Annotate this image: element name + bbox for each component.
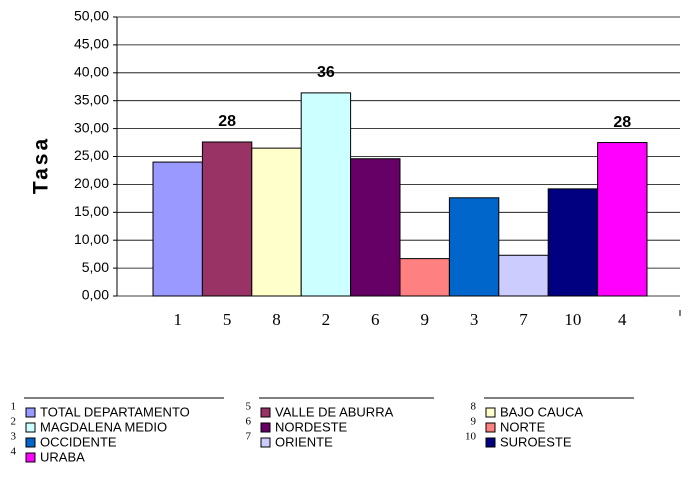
legend-number: 4 — [11, 446, 17, 458]
y-tick-label: 40,00 — [74, 64, 109, 80]
legend-label: ORIENTE — [275, 434, 333, 449]
x-tick-label: 10 — [564, 310, 581, 329]
bar — [399, 258, 450, 297]
bar — [350, 158, 401, 297]
x-tick-label: 8 — [272, 310, 281, 329]
x-tick-label: 7 — [519, 310, 528, 329]
x-tick-label: 5 — [223, 310, 232, 329]
legend-label: MAGDALENA MEDIO — [40, 419, 167, 434]
legend-label: VALLE DE ABURRA — [275, 404, 394, 419]
y-tick-label: 20,00 — [74, 175, 109, 191]
legend-label: URABA — [40, 449, 85, 464]
legend-swatch — [25, 452, 36, 463]
value-label: 28 — [218, 113, 236, 130]
legend-label: SUROESTE — [500, 434, 572, 449]
legend-number: 6 — [246, 416, 252, 428]
bar — [547, 188, 599, 297]
legend-label: NORTE — [500, 419, 546, 434]
legend-swatch — [260, 422, 271, 433]
y-tick-label: 10,00 — [74, 231, 109, 247]
y-tick-label: 50,00 — [74, 8, 109, 24]
legend-swatch — [485, 437, 496, 448]
x-tick-label: 1 — [173, 310, 182, 329]
legend-swatch — [260, 437, 271, 448]
legend-swatch — [260, 407, 271, 418]
y-tick-label: 25,00 — [74, 147, 109, 163]
legend-number: 10 — [465, 431, 477, 443]
bar — [498, 254, 549, 297]
bar — [448, 197, 500, 297]
y-tick-label: 30,00 — [74, 119, 109, 135]
value-label: 36 — [317, 64, 335, 81]
x-tick-label: 9 — [420, 310, 429, 329]
legend-swatch — [25, 422, 36, 433]
legend-label: TOTAL DEPARTAMENTO — [40, 404, 190, 419]
legend-swatch — [25, 407, 36, 418]
legend-swatch — [485, 422, 496, 433]
legend-number: 9 — [471, 416, 477, 428]
legend-number: 7 — [246, 431, 252, 443]
y-axis-title: Tasa — [30, 136, 53, 194]
bar — [251, 147, 302, 297]
y-tick-label: 15,00 — [74, 203, 109, 219]
x-tick-label: 3 — [470, 310, 479, 329]
legend-swatch — [25, 437, 36, 448]
y-tick-label: 45,00 — [74, 36, 109, 52]
bar — [597, 142, 648, 297]
legend-number: 8 — [471, 401, 477, 413]
bar — [152, 161, 203, 297]
legend-swatch — [485, 407, 496, 418]
bar — [300, 92, 352, 297]
legend-label: NORDESTE — [275, 419, 348, 434]
legend-label: OCCIDENTE — [40, 434, 117, 449]
x-tick-label: 4 — [618, 310, 627, 329]
bar — [201, 141, 253, 297]
x-tick-label: 6 — [371, 310, 380, 329]
legend-label: BAJO CAUCA — [500, 404, 583, 419]
legend-number: 1 — [11, 401, 17, 413]
y-tick-label: 5,00 — [82, 259, 109, 275]
y-tick-label: 0,00 — [82, 287, 109, 303]
legend-number: 3 — [11, 431, 17, 443]
x-tick-label: 2 — [322, 310, 331, 329]
legend-number: 5 — [246, 401, 252, 413]
value-label: 28 — [613, 114, 631, 131]
legend-number: 2 — [11, 416, 17, 428]
y-tick-label: 35,00 — [74, 91, 109, 107]
